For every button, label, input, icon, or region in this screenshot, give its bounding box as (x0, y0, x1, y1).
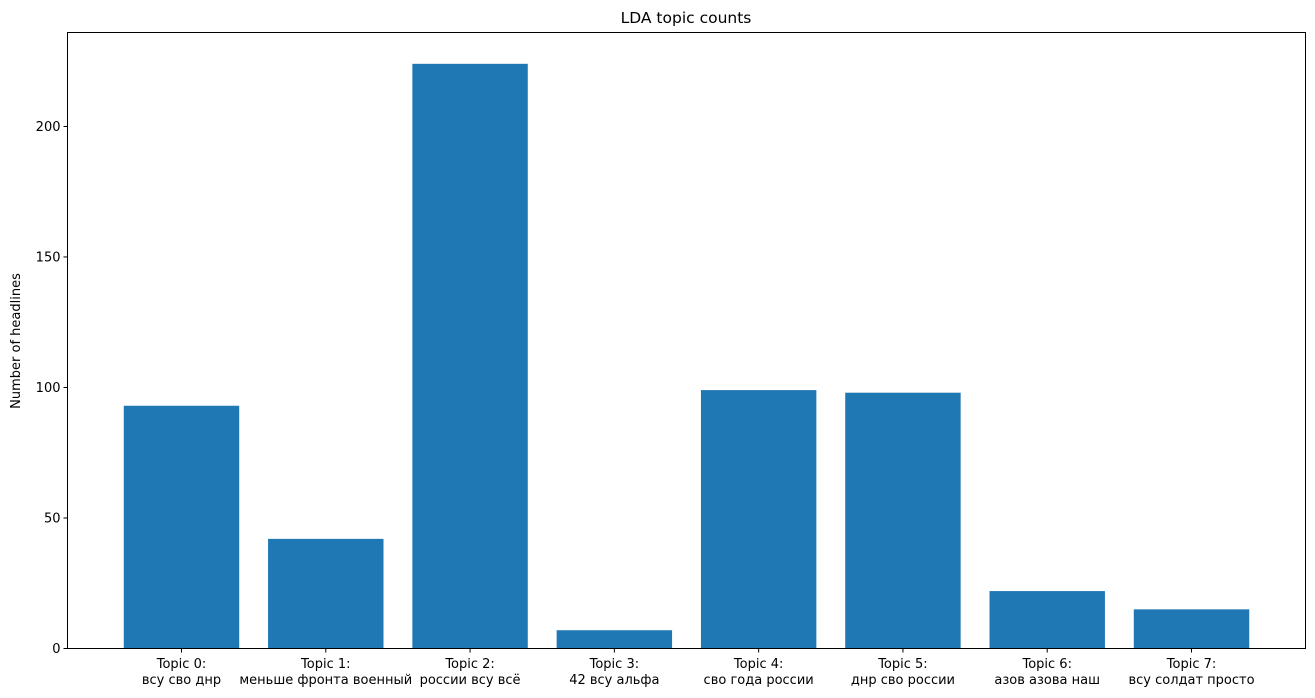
x-tick-label: всу сво днр (142, 673, 221, 688)
bar-topic-4 (700, 390, 817, 649)
y-tick-label: 150 (36, 250, 61, 265)
y-axis-ticks: 0 50 100 150 200 (36, 120, 68, 657)
y-tick-label: 200 (36, 120, 61, 135)
bars-group (123, 63, 1250, 649)
bar-topic-3 (556, 630, 673, 649)
x-tick-label: Topic 1: (300, 657, 350, 672)
y-tick-label: 50 (44, 511, 61, 526)
x-tick-label: Topic 2: (444, 657, 494, 672)
x-tick-label: россии всу всё (420, 673, 521, 688)
x-tick-label: сво года россии (704, 673, 814, 688)
x-tick-label: Topic 5: (877, 657, 927, 672)
x-axis-ticks: Topic 0:всу сво днр Topic 1:меньше фронта… (142, 648, 1255, 688)
bar-topic-0 (123, 405, 240, 649)
y-tick-label: 100 (36, 381, 61, 396)
x-tick-label: меньше фронта военный (239, 673, 412, 688)
x-tick-label: Topic 6: (1021, 657, 1071, 672)
y-axis-label: Number of headlines (9, 273, 24, 409)
x-tick-label: азов азова наш (994, 673, 1100, 688)
x-tick-label: Topic 0: (156, 657, 206, 672)
bar-topic-2 (412, 63, 528, 649)
chart-title: LDA topic counts (621, 9, 752, 27)
bar-topic-7 (1133, 609, 1250, 649)
bar-topic-6 (989, 591, 1105, 649)
x-tick-label: 42 всу альфа (569, 673, 659, 688)
bar-topic-5 (845, 392, 961, 649)
plot-frame (67, 32, 1306, 649)
bar-topic-1 (268, 538, 384, 649)
x-tick-label: Topic 4: (733, 657, 783, 672)
x-tick-label: днр сво россии (851, 673, 955, 688)
y-tick-label: 0 (52, 642, 60, 657)
x-tick-label: всу солдат просто (1128, 673, 1254, 688)
x-tick-label: Topic 7: (1166, 657, 1216, 672)
x-tick-label: Topic 3: (589, 657, 639, 672)
